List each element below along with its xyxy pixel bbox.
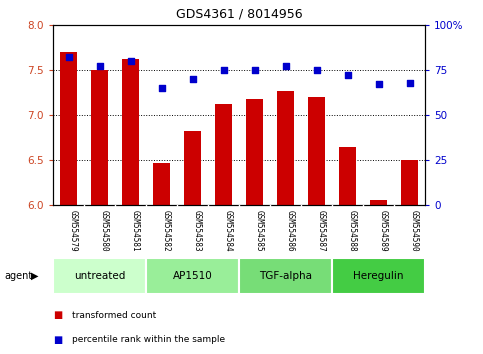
Point (344, 73, 352, 78)
Point (220, 67, 227, 73)
Bar (60, 52, 77, 205)
Bar (277, 91, 294, 205)
Text: agent: agent (5, 271, 33, 281)
Bar (308, 97, 325, 205)
Text: ■: ■ (53, 310, 62, 320)
Text: GSM554584: GSM554584 (224, 210, 233, 251)
Bar (339, 147, 356, 205)
Text: GSM554590: GSM554590 (410, 210, 419, 251)
Text: GSM554579: GSM554579 (69, 210, 78, 251)
Bar (401, 160, 418, 205)
Bar (332, 258, 425, 294)
Point (96, 63, 103, 69)
Text: GSM554585: GSM554585 (255, 210, 264, 251)
Text: GDS4361 / 8014956: GDS4361 / 8014956 (176, 7, 302, 20)
Text: GSM554580: GSM554580 (99, 210, 109, 251)
Bar (91, 70, 108, 205)
Text: ▶: ▶ (31, 271, 39, 281)
Point (282, 63, 289, 69)
Point (127, 58, 134, 64)
Bar (370, 200, 387, 205)
Text: GSM554582: GSM554582 (162, 210, 170, 251)
Point (189, 76, 197, 82)
Text: GSM554581: GSM554581 (130, 210, 140, 251)
Text: ■: ■ (53, 335, 62, 345)
Text: Heregulin: Heregulin (353, 271, 404, 281)
Text: percentile rank within the sample: percentile rank within the sample (72, 335, 226, 344)
Text: GSM554586: GSM554586 (285, 210, 295, 251)
Point (65, 55, 72, 60)
Text: untreated: untreated (74, 271, 125, 281)
Point (158, 85, 166, 91)
Bar (122, 59, 139, 205)
Point (375, 81, 383, 87)
Text: GSM554587: GSM554587 (316, 210, 326, 251)
Text: GSM554588: GSM554588 (348, 210, 356, 251)
Text: TGF-alpha: TGF-alpha (259, 271, 312, 281)
Point (406, 80, 413, 85)
Bar (146, 258, 239, 294)
Text: AP1510: AP1510 (173, 271, 213, 281)
Point (313, 67, 320, 73)
Text: GSM554589: GSM554589 (379, 210, 387, 251)
Bar (239, 258, 332, 294)
Bar (184, 131, 201, 205)
Bar (215, 104, 232, 205)
Bar (53, 258, 146, 294)
Bar (153, 163, 170, 205)
Bar (246, 99, 263, 205)
Point (251, 67, 258, 73)
Text: transformed count: transformed count (72, 310, 156, 320)
Text: GSM554583: GSM554583 (193, 210, 201, 251)
